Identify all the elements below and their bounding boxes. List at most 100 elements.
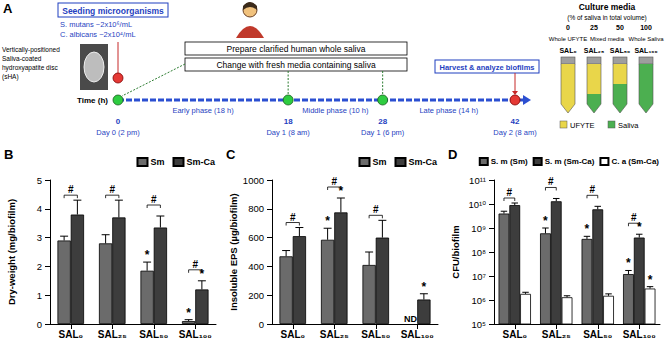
svg-text:0: 0: [116, 117, 121, 126]
svg-text:Sm-Ca: Sm-Ca: [186, 157, 216, 167]
svg-text:SAL₅₀: SAL₅₀: [583, 329, 612, 340]
svg-text:*: *: [325, 214, 330, 228]
svg-text:SAL₅₀: SAL₅₀: [610, 47, 630, 54]
svg-text:50: 50: [616, 24, 624, 31]
svg-text:#: #: [507, 187, 513, 198]
svg-text:10⁷: 10⁷: [472, 271, 487, 282]
svg-text:C. a (Sm-Ca): C. a (Sm-Ca): [611, 157, 659, 166]
svg-text:Prepare clarified human whole: Prepare clarified human whole saliva: [227, 44, 366, 54]
svg-text:200: 200: [248, 290, 264, 301]
svg-text:Saliva: Saliva: [618, 121, 639, 130]
svg-text:28: 28: [378, 117, 387, 126]
svg-text:SAL₁₀₀: SAL₁₀₀: [634, 47, 657, 54]
svg-text:Sm-Ca: Sm-Ca: [408, 157, 438, 167]
svg-text:S. m (Sm-Ca): S. m (Sm-Ca): [545, 157, 595, 166]
svg-text:Insoluble EPS (µg/biofilm): Insoluble EPS (µg/biofilm): [228, 193, 239, 310]
svg-text:S. mutans ~2x10⁶/mL: S. mutans ~2x10⁶/mL: [60, 20, 132, 29]
svg-text:#: #: [373, 204, 379, 215]
svg-text:C: C: [226, 147, 236, 162]
svg-text:#: #: [590, 184, 596, 195]
svg-text:UFYTE: UFYTE: [570, 121, 595, 130]
svg-text:Day 0 (2 pm): Day 0 (2 pm): [96, 128, 140, 137]
svg-text:*: *: [145, 248, 150, 262]
svg-text:10¹⁰: 10¹⁰: [468, 199, 486, 210]
svg-text:SAL₂₅: SAL₂₅: [542, 329, 571, 340]
svg-text:SAL₀: SAL₀: [58, 329, 83, 340]
svg-text:Sm: Sm: [372, 157, 386, 167]
svg-text:*: *: [186, 306, 191, 320]
svg-text:3: 3: [37, 232, 42, 243]
svg-text:600: 600: [248, 232, 264, 243]
svg-text:SAL₂₅: SAL₂₅: [320, 329, 349, 340]
svg-text:0: 0: [566, 24, 570, 31]
svg-text:SAL₅₀: SAL₅₀: [361, 329, 390, 340]
svg-text:*: *: [339, 184, 344, 198]
svg-text:S. m (Sm): S. m (Sm): [491, 157, 528, 166]
svg-text:1000: 1000: [243, 175, 264, 186]
svg-text:(% of saliva in total volume): (% of saliva in total volume): [567, 14, 646, 22]
svg-text:Dry-weight (mg/biofilm): Dry-weight (mg/biofilm): [6, 199, 17, 305]
svg-text:Seeding microorganisms: Seeding microorganisms: [62, 6, 164, 16]
svg-text:#: #: [548, 176, 554, 187]
svg-text:SAL₀: SAL₀: [280, 329, 305, 340]
svg-text:*: *: [585, 222, 590, 236]
svg-text:800: 800: [248, 203, 264, 214]
svg-text:Day 1 (8 am): Day 1 (8 am): [266, 128, 310, 137]
svg-text:SAL₀: SAL₀: [502, 329, 527, 340]
svg-text:*: *: [648, 273, 653, 287]
svg-text:Middle phase (10 h): Middle phase (10 h): [302, 106, 369, 115]
svg-text:B: B: [4, 147, 13, 162]
svg-text:#: #: [151, 194, 157, 205]
svg-text:Late phase (14 h): Late phase (14 h): [419, 106, 478, 115]
svg-text:SAL₅₀: SAL₅₀: [139, 329, 168, 340]
svg-text:10⁸: 10⁸: [471, 247, 486, 258]
svg-text:25: 25: [590, 24, 598, 31]
svg-text:Day 1 (6 pm): Day 1 (6 pm): [361, 128, 405, 137]
svg-text:Time (h): Time (h): [77, 96, 108, 105]
svg-text:0: 0: [259, 319, 264, 330]
svg-text:#: #: [192, 259, 198, 270]
svg-text:*: *: [626, 256, 631, 270]
svg-text:2: 2: [37, 261, 42, 272]
svg-text:Day 2 (8 am): Day 2 (8 am): [493, 128, 537, 137]
svg-text:SAL₀: SAL₀: [559, 47, 576, 54]
svg-text:4: 4: [37, 203, 42, 214]
svg-text:Culture media: Culture media: [579, 2, 636, 12]
svg-text:Whole UFYTE: Whole UFYTE: [549, 36, 587, 42]
svg-text:hydroxyapatite disc: hydroxyapatite disc: [2, 64, 58, 72]
svg-text:#: #: [290, 212, 296, 223]
svg-text:ND: ND: [404, 314, 417, 324]
svg-text:CFU/biofilm: CFU/biofilm: [450, 225, 461, 278]
svg-text:Harvest & analyze biofilms: Harvest & analyze biofilms: [439, 63, 534, 72]
svg-text:A: A: [3, 1, 13, 16]
svg-text:(sHA): (sHA): [2, 73, 19, 81]
svg-text:C. albicans ~2x10⁴/mL: C. albicans ~2x10⁴/mL: [60, 30, 136, 39]
svg-text:10⁹: 10⁹: [471, 223, 486, 234]
svg-text:400: 400: [248, 261, 264, 272]
svg-text:SAL₂₅: SAL₂₅: [584, 47, 604, 54]
svg-text:D: D: [448, 147, 457, 162]
svg-text:10¹¹: 10¹¹: [469, 175, 486, 186]
svg-text:SAL₁₀₀: SAL₁₀₀: [179, 329, 212, 340]
svg-text:SAL₂₅: SAL₂₅: [98, 329, 127, 340]
svg-text:Saliva-coated: Saliva-coated: [2, 55, 42, 62]
svg-text:10⁶: 10⁶: [472, 295, 487, 306]
svg-text:#: #: [68, 184, 74, 195]
svg-text:Mixed media: Mixed media: [590, 36, 625, 42]
svg-text:*: *: [637, 220, 642, 234]
svg-text:18: 18: [284, 117, 293, 126]
svg-text:*: *: [543, 214, 548, 228]
svg-text:0: 0: [37, 319, 42, 330]
svg-text:Sm: Sm: [150, 157, 164, 167]
svg-text:*: *: [422, 280, 427, 294]
svg-text:1: 1: [37, 290, 42, 301]
svg-text:Change with fresh media contai: Change with fresh media containing saliv…: [216, 60, 376, 70]
svg-text:SAL₁₀₀: SAL₁₀₀: [401, 329, 434, 340]
svg-text:100: 100: [640, 24, 652, 31]
svg-text:Whole Saliva: Whole Saliva: [628, 36, 664, 42]
svg-text:#: #: [109, 184, 115, 195]
svg-text:Vertically-positioned: Vertically-positioned: [2, 46, 60, 54]
svg-text:SAL₁₀₀: SAL₁₀₀: [623, 329, 656, 340]
svg-text:10⁵: 10⁵: [471, 319, 486, 330]
svg-text:42: 42: [511, 117, 520, 126]
